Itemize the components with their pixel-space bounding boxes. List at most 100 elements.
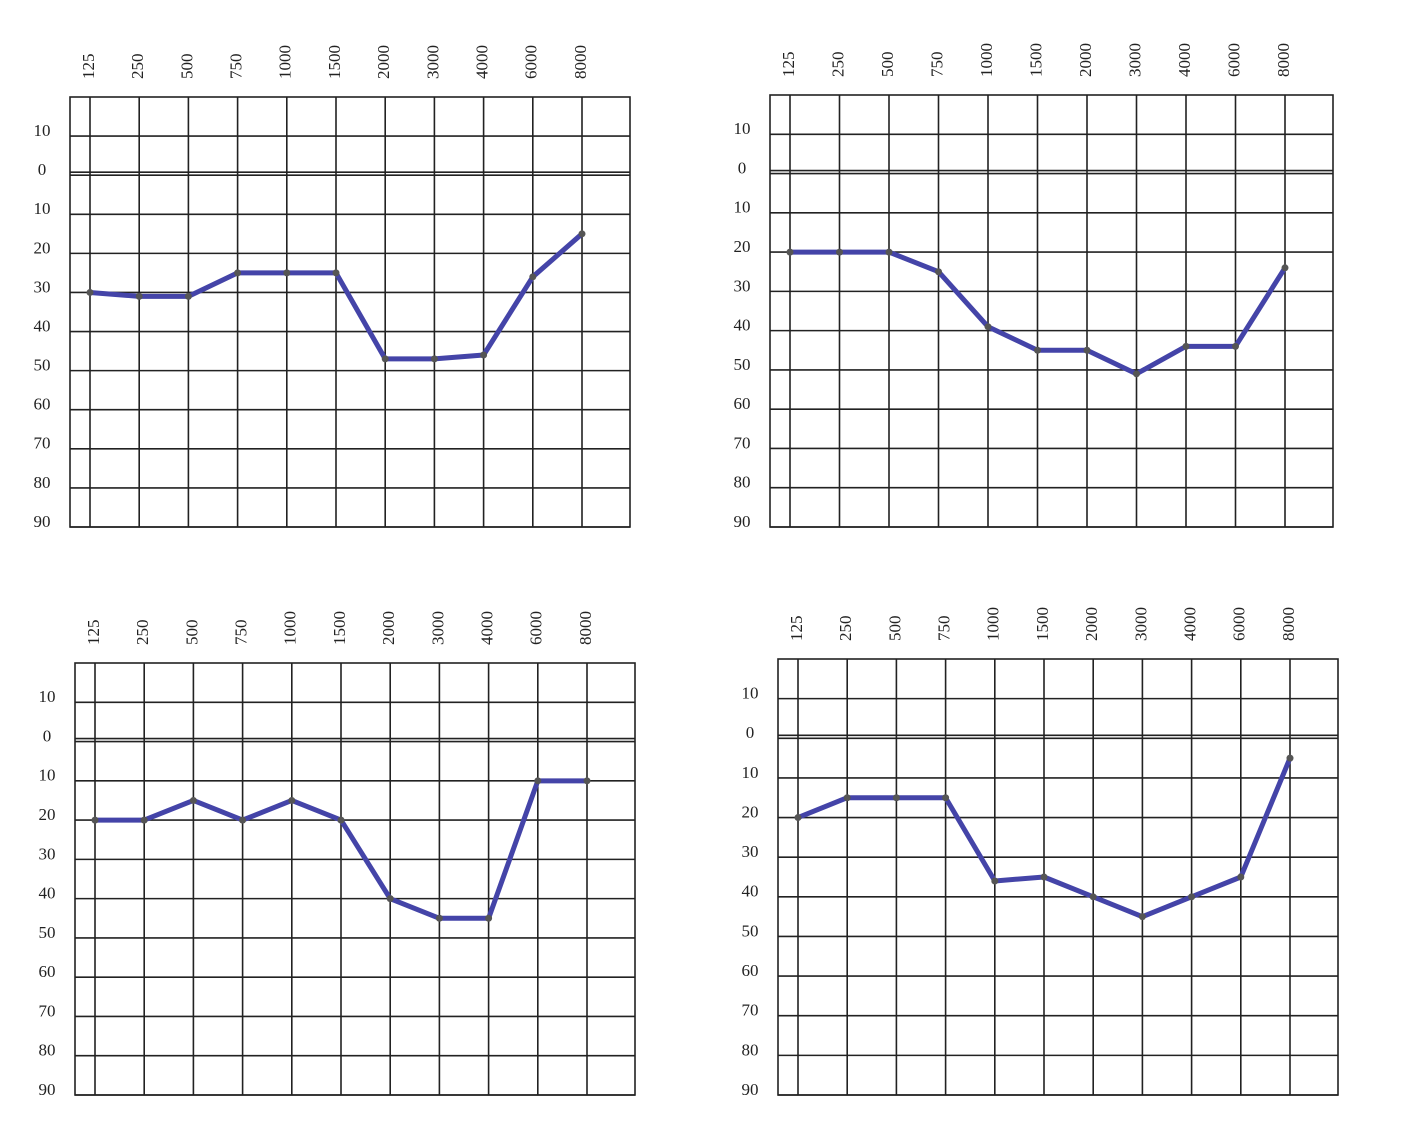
x-tick-label: 500: [878, 52, 897, 78]
y-tick-label: 0: [38, 160, 47, 179]
audiogram: 10 0 10 20 30 40 50 60 70 80 90 125 250 500 750 1000 150…: [734, 43, 1334, 531]
data-point: [430, 355, 438, 363]
x-tick-label: 1000: [276, 45, 295, 79]
data-point: [1089, 893, 1097, 901]
data-point: [1040, 873, 1048, 881]
data-point: [583, 777, 591, 785]
x-tick-label: 250: [828, 52, 847, 78]
y-tick-label: 90: [742, 1080, 759, 1099]
data-point: [485, 914, 493, 922]
y-tick-label: 70: [734, 433, 751, 452]
data-point: [836, 248, 843, 256]
data-point: [984, 323, 992, 331]
x-tick-label: 8000: [571, 45, 590, 79]
y-tick-label: 40: [742, 882, 759, 901]
y-tick-label: 20: [734, 237, 751, 256]
x-tick-label: 125: [779, 52, 798, 78]
data-point: [1281, 264, 1289, 272]
data-point: [184, 292, 192, 300]
x-tick-label: 1500: [1026, 43, 1045, 77]
x-tick-label: 8000: [576, 611, 595, 645]
data-point: [1188, 893, 1196, 901]
x-tick-label: 500: [885, 616, 904, 642]
y-tick-label: 80: [742, 1040, 759, 1059]
y-tick-label: 80: [34, 473, 51, 492]
x-tick-label: 1500: [1033, 607, 1052, 641]
y-tick-label: 70: [34, 434, 51, 453]
y-tick-label: 60: [39, 962, 56, 981]
x-tick-label: 750: [232, 620, 251, 646]
y-tick-label: 40: [39, 884, 56, 903]
y-tick-label: 0: [43, 726, 52, 745]
data-point: [288, 796, 296, 804]
y-tick-label: 10: [742, 763, 759, 782]
data-point: [239, 816, 247, 824]
y-tick-label: 0: [738, 158, 747, 177]
data-point: [435, 914, 443, 922]
data-point: [1133, 370, 1140, 378]
y-tick-label: 10: [734, 198, 751, 217]
x-tick-label: 500: [177, 54, 196, 80]
y-tick-label: 60: [734, 394, 751, 413]
data-point: [1237, 873, 1245, 881]
data-point: [1286, 754, 1294, 762]
y-tick-label: 80: [734, 473, 751, 492]
y-tick-label: 30: [734, 276, 751, 295]
x-tick-label: 125: [79, 54, 98, 80]
y-tick-label: 70: [742, 1001, 759, 1020]
data-point: [794, 814, 802, 822]
x-tick-label: 250: [836, 616, 855, 642]
data-point: [234, 269, 242, 277]
data-point: [135, 292, 143, 300]
data-point: [332, 269, 340, 277]
plot-frame: [74, 662, 636, 1096]
x-tick-label: 6000: [1230, 607, 1249, 641]
audiogram: 10 0 10 20 30 40 50 60 70 80 90 125 250 500 750 1000 150…: [34, 45, 631, 531]
y-tick-label: 50: [734, 355, 751, 374]
x-tick-label: 4000: [473, 45, 492, 79]
x-tick-label: 6000: [1224, 43, 1243, 77]
data-point: [935, 268, 942, 276]
data-point: [578, 230, 586, 238]
y-tick-label: 50: [34, 356, 51, 375]
data-point: [189, 796, 197, 804]
x-tick-label: 750: [227, 54, 246, 80]
y-tick-label: 10: [34, 121, 51, 140]
x-tick-label: 125: [787, 616, 806, 642]
y-tick-label: 40: [34, 316, 51, 335]
data-point: [786, 248, 794, 256]
data-point: [1034, 346, 1041, 354]
x-tick-label: 8000: [1279, 607, 1298, 641]
y-tick-label: 10: [742, 684, 759, 703]
x-tick-label: 4000: [1175, 43, 1194, 77]
x-tick-label: 3000: [1125, 43, 1144, 77]
y-tick-label: 20: [39, 805, 56, 824]
x-tick-label: 3000: [428, 611, 447, 645]
x-tick-label: 6000: [522, 45, 541, 79]
plot-frame: [769, 94, 1334, 528]
y-tick-label: 70: [39, 1001, 56, 1020]
x-tick-label: 3000: [423, 45, 442, 79]
y-tick-label: 60: [34, 395, 51, 414]
x-tick-label: 2000: [1082, 607, 1101, 641]
x-tick-label: 6000: [527, 611, 546, 645]
y-tick-label: 10: [734, 119, 751, 138]
data-point: [1083, 346, 1091, 354]
x-tick-label: 4000: [1181, 607, 1200, 641]
plot-frame: [69, 96, 631, 528]
y-tick-label: 10: [39, 766, 56, 785]
data-point: [1138, 913, 1146, 921]
y-tick-label: 30: [742, 842, 759, 861]
y-tick-label: 0: [746, 723, 755, 742]
x-tick-label: 125: [84, 620, 103, 646]
y-tick-label: 60: [742, 961, 759, 980]
data-point: [534, 777, 542, 785]
x-tick-label: 250: [133, 620, 152, 646]
y-tick-label: 90: [34, 512, 51, 531]
y-tick-label: 40: [734, 316, 751, 335]
data-point: [843, 794, 851, 802]
y-tick-label: 20: [742, 802, 759, 821]
data-point: [1182, 342, 1190, 350]
data-point: [381, 355, 389, 363]
